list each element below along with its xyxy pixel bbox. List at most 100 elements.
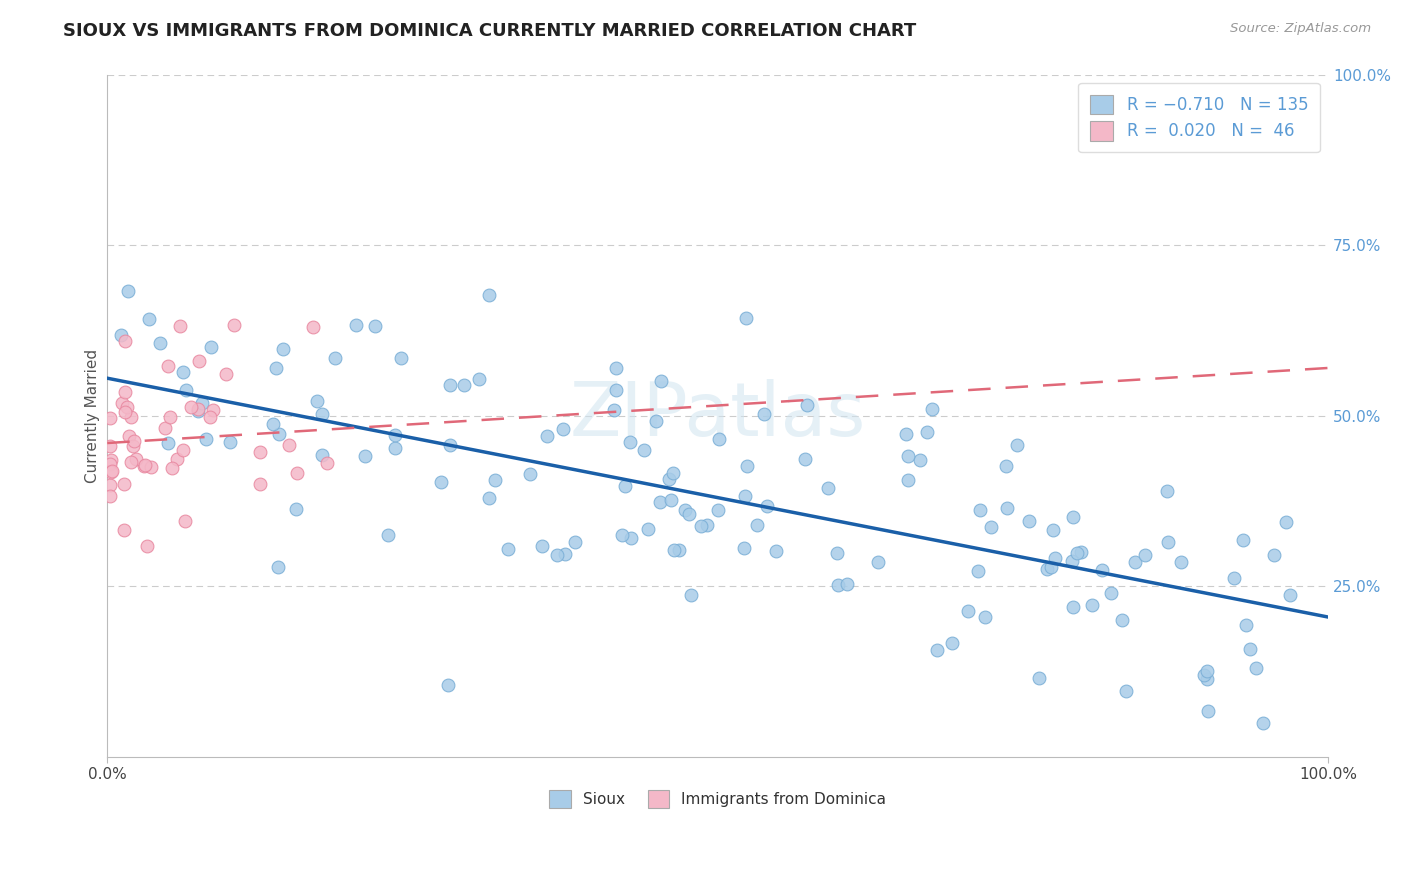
Point <box>1081 598 1104 612</box>
Point <box>156 359 179 373</box>
Point <box>169 319 191 334</box>
Point <box>118 429 141 443</box>
Point <box>174 514 197 528</box>
Point <box>668 542 690 557</box>
Point <box>198 410 221 425</box>
Point <box>202 402 225 417</box>
Point <box>384 428 406 442</box>
Point <box>835 577 858 591</box>
Point <box>484 473 506 487</box>
Point <box>174 383 197 397</box>
Point <box>1007 438 1029 452</box>
Point <box>678 507 700 521</box>
Point <box>117 285 139 299</box>
Point <box>707 432 730 446</box>
Point <box>262 417 284 431</box>
Point <box>1133 548 1156 562</box>
Point <box>551 422 574 436</box>
Point <box>114 334 136 348</box>
Point <box>1263 548 1285 562</box>
Point <box>957 604 980 618</box>
Point <box>1066 546 1088 560</box>
Point <box>124 434 146 449</box>
Point <box>1062 510 1084 524</box>
Point <box>172 365 194 379</box>
Point <box>249 445 271 459</box>
Point <box>673 503 696 517</box>
Point <box>311 448 333 462</box>
Point <box>530 539 553 553</box>
Point <box>637 522 659 536</box>
Point <box>112 523 135 537</box>
Point <box>752 407 775 421</box>
Point <box>222 318 245 333</box>
Point <box>267 559 290 574</box>
Point <box>138 311 160 326</box>
Point <box>278 437 301 451</box>
Point <box>868 556 890 570</box>
Point <box>658 472 681 486</box>
Point <box>734 489 756 503</box>
Point <box>793 451 815 466</box>
Point <box>1062 554 1084 568</box>
Point <box>734 541 756 556</box>
Point <box>162 460 184 475</box>
Point <box>765 543 787 558</box>
Point <box>564 535 586 549</box>
Point <box>134 458 156 472</box>
Point <box>284 501 307 516</box>
Point <box>706 503 728 517</box>
Point <box>194 433 217 447</box>
Point <box>1157 535 1180 549</box>
Point <box>285 466 308 480</box>
Point <box>389 351 412 365</box>
Point <box>98 411 121 425</box>
Point <box>180 400 202 414</box>
Point <box>114 405 136 419</box>
Text: SIOUX VS IMMIGRANTS FROM DOMINICA CURRENTLY MARRIED CORRELATION CHART: SIOUX VS IMMIGRANTS FROM DOMINICA CURREN… <box>63 22 917 40</box>
Point <box>110 327 132 342</box>
Point <box>453 377 475 392</box>
Point <box>817 481 839 495</box>
Point <box>659 493 682 508</box>
Point <box>619 435 641 450</box>
Point <box>436 678 458 692</box>
Point <box>662 466 685 480</box>
Point <box>925 642 948 657</box>
Point <box>1170 555 1192 569</box>
Point <box>307 393 329 408</box>
Point <box>302 320 325 334</box>
Point <box>429 475 451 489</box>
Point <box>468 372 491 386</box>
Point <box>897 449 920 463</box>
Point <box>134 458 156 473</box>
Point <box>679 589 702 603</box>
Point <box>1035 562 1057 576</box>
Point <box>915 425 938 439</box>
Text: Source: ZipAtlas.com: Source: ZipAtlas.com <box>1230 22 1371 36</box>
Point <box>1246 661 1268 675</box>
Point <box>689 519 711 533</box>
Point <box>536 428 558 442</box>
Point <box>439 378 461 392</box>
Point <box>1234 618 1257 632</box>
Point <box>439 438 461 452</box>
Point <box>266 360 288 375</box>
Point <box>377 528 399 542</box>
Point <box>478 491 501 506</box>
Point <box>325 351 347 365</box>
Point <box>825 546 848 560</box>
Point <box>101 464 124 478</box>
Point <box>122 439 145 453</box>
Point <box>633 442 655 457</box>
Point <box>644 413 666 427</box>
Legend: Sioux, Immigrants from Dominica: Sioux, Immigrants from Dominica <box>543 784 893 814</box>
Point <box>115 400 138 414</box>
Point <box>311 407 333 421</box>
Point <box>980 520 1002 534</box>
Point <box>995 501 1018 516</box>
Point <box>120 409 142 424</box>
Point <box>271 343 294 357</box>
Y-axis label: Currently Married: Currently Married <box>86 349 100 483</box>
Point <box>1275 516 1298 530</box>
